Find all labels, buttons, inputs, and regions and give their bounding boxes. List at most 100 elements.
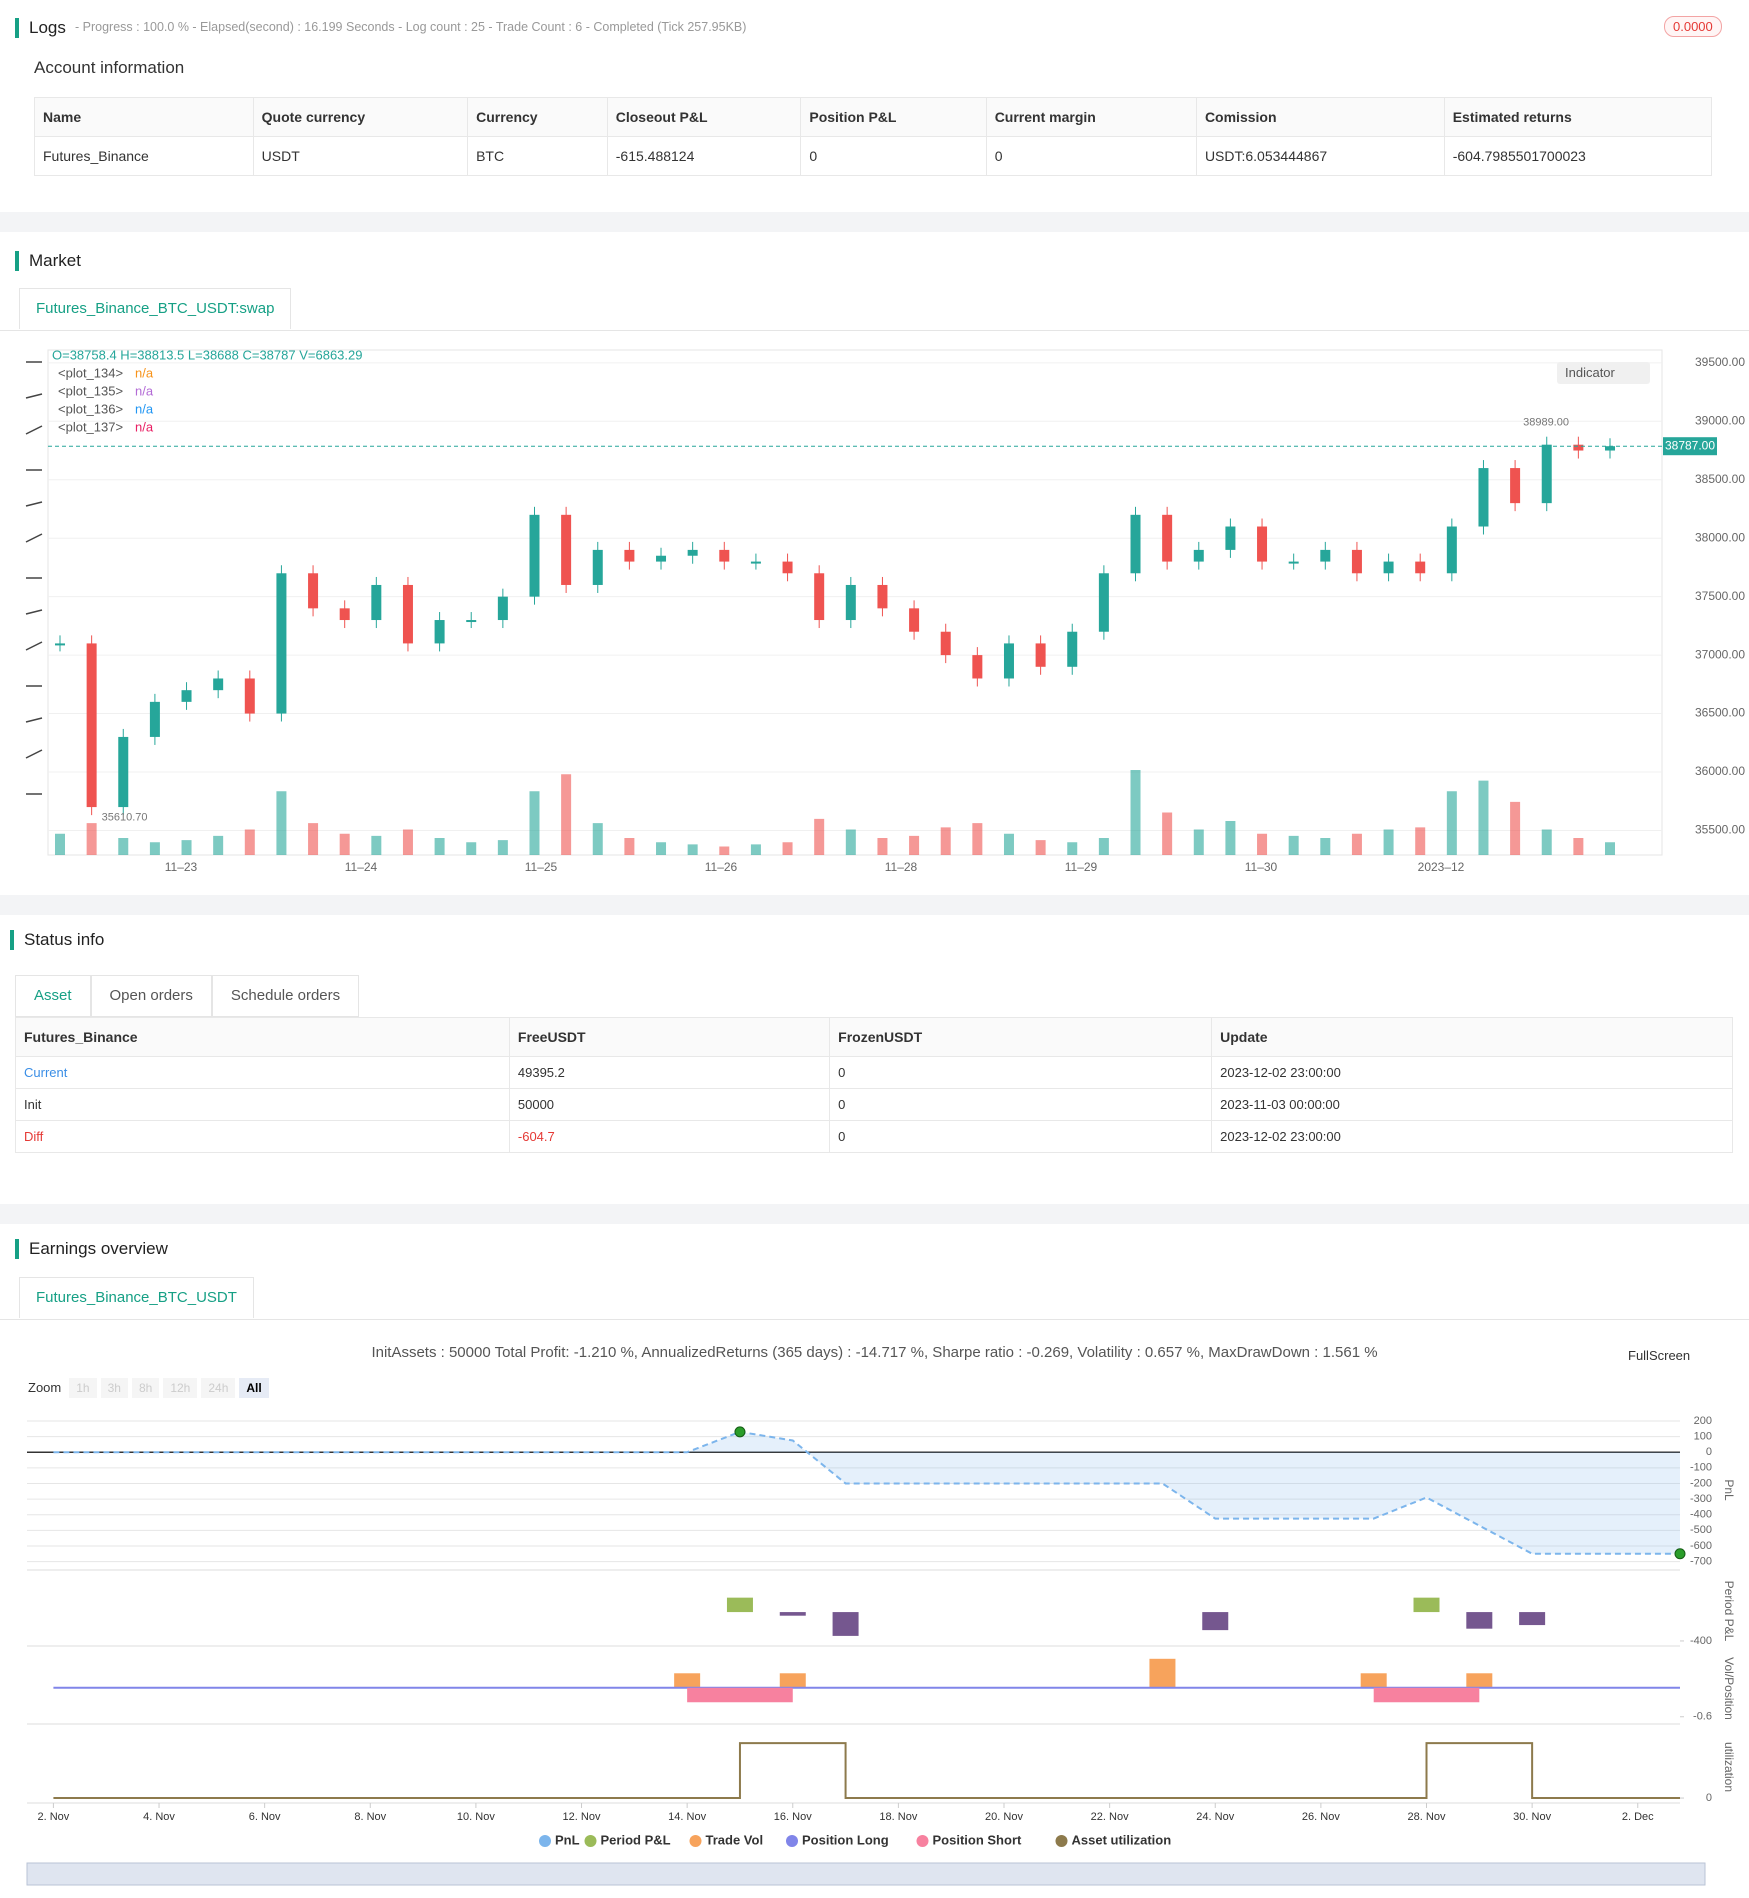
status-tab[interactable]: Asset	[15, 975, 91, 1017]
candle	[1130, 514, 1141, 574]
divider	[0, 895, 1749, 915]
candle	[149, 701, 160, 737]
candle	[244, 678, 255, 714]
status-table: Futures_Binance FreeUSDT FrozenUSDT Update C…	[15, 1017, 1733, 1153]
candle	[1003, 643, 1014, 679]
cell: 0	[800, 136, 987, 176]
volume-bar	[244, 829, 255, 855]
extreme-marker	[1674, 1548, 1686, 1560]
column-header: Currency	[467, 97, 608, 137]
volume-bar	[55, 833, 65, 855]
plot-value: n/a	[135, 383, 154, 398]
candle	[118, 736, 129, 808]
candle	[276, 573, 287, 714]
axis-title: Period P&L	[1722, 1581, 1736, 1642]
row: Futures_Binance USDT BTC -615.488124 0 0 USDT:…	[34, 136, 1713, 176]
legend-label[interactable]: Position Long	[802, 1832, 889, 1847]
volume-bar	[1162, 812, 1173, 855]
candle	[339, 608, 350, 621]
cell: Diff	[15, 1120, 510, 1153]
cell: Current	[15, 1056, 510, 1089]
volume-bar	[1415, 827, 1426, 855]
y-tick-label: -0.6	[1693, 1711, 1712, 1723]
x-tick-label: 2. Dec	[1622, 1811, 1654, 1823]
y-tick-label: 39500.00	[1695, 355, 1745, 369]
earnings-title: Earnings overview	[15, 1239, 168, 1259]
zoom-button[interactable]: All	[239, 1378, 269, 1398]
bar	[779, 1673, 806, 1688]
toolbar-icon	[25, 641, 43, 651]
zoom-button[interactable]: 12h	[163, 1378, 198, 1398]
cell: 49395.2	[508, 1056, 831, 1089]
bar	[832, 1612, 859, 1636]
column-header: Estimated returns	[1443, 97, 1713, 137]
line	[53, 1742, 1680, 1800]
zoom-button[interactable]: 1h	[69, 1378, 97, 1398]
legend-label[interactable]: PnL	[555, 1832, 580, 1847]
last-price-box	[1663, 437, 1717, 456]
volume-bar	[940, 827, 951, 855]
candle	[877, 584, 888, 609]
y-tick-label: 200	[1694, 1415, 1712, 1427]
x-tick-label: 4. Nov	[143, 1811, 175, 1823]
candle	[1446, 526, 1457, 574]
x-tick-label: 11–28	[885, 860, 918, 874]
candle	[1320, 549, 1331, 562]
volume-bar	[750, 844, 761, 855]
x-tick-label: 16. Nov	[774, 1811, 812, 1823]
candle	[1605, 446, 1615, 451]
row: Diff -604.7 0 2023-12-02 23:00:00	[15, 1120, 1733, 1153]
zoom-button[interactable]: 24h	[201, 1378, 236, 1398]
candle	[1193, 549, 1204, 562]
legend-label[interactable]: Asset utilization	[1072, 1832, 1172, 1847]
candle	[750, 561, 761, 564]
status-tab[interactable]: Open orders	[90, 975, 212, 1017]
volume-bar	[1288, 835, 1299, 855]
cell: 0	[829, 1056, 1213, 1089]
y-tick-label: 35500.00	[1695, 823, 1745, 837]
y-tick-label: 37000.00	[1695, 647, 1745, 661]
candle	[1067, 631, 1078, 667]
candle	[972, 655, 983, 679]
volume-bar	[1541, 829, 1552, 855]
legend-label[interactable]: Trade Vol	[706, 1832, 764, 1847]
axis-title: Vol/Position	[1722, 1657, 1736, 1720]
cell: 2023-11-03 00:00:00	[1211, 1088, 1733, 1121]
y-tick-label: 100	[1694, 1430, 1712, 1442]
zoom-button[interactable]: 3h	[100, 1378, 128, 1398]
volume-bar	[845, 829, 856, 855]
indicator-button[interactable]: Indicator	[1557, 362, 1650, 384]
volume-bar	[687, 844, 698, 855]
x-tick-label: 30. Nov	[1513, 1811, 1551, 1823]
cell: Init	[15, 1088, 510, 1121]
candle	[466, 620, 477, 623]
candle	[1351, 549, 1362, 574]
zoom-button[interactable]: 8h	[131, 1378, 160, 1398]
legend-label[interactable]: Position Short	[933, 1832, 1023, 1847]
fullscreen-button[interactable]: FullScreen	[1628, 1348, 1691, 1363]
earnings-tab[interactable]: Futures_Binance_BTC_USDT	[19, 1277, 254, 1318]
legend-label[interactable]: Period P&L	[601, 1832, 671, 1847]
volume-bar	[1098, 838, 1109, 855]
volume-bar	[1351, 833, 1362, 855]
toolbar-icon	[25, 501, 43, 507]
high-marker: 38989.00	[1523, 417, 1569, 429]
column-header: FreeUSDT	[508, 1017, 831, 1057]
column-header: Position P&L	[800, 97, 987, 137]
volume-bar	[402, 829, 413, 855]
bar	[1413, 1597, 1440, 1613]
y-tick-label: 38000.00	[1695, 530, 1745, 544]
status-tab[interactable]: Schedule orders	[211, 975, 360, 1017]
line	[53, 1430, 1680, 1555]
y-tick-label: -200	[1690, 1477, 1712, 1489]
x-tick-label: 22. Nov	[1091, 1811, 1129, 1823]
volume-bar	[1320, 838, 1331, 855]
candle	[434, 620, 445, 644]
volume-bar	[308, 823, 319, 855]
legend-marker	[916, 1835, 929, 1847]
volume-bar	[561, 774, 572, 855]
x-tick-label: 24. Nov	[1196, 1811, 1234, 1823]
y-tick-label: -500	[1690, 1524, 1712, 1536]
market-tab[interactable]: Futures_Binance_BTC_USDT:swap	[19, 288, 292, 329]
volume-bar	[1573, 838, 1584, 855]
